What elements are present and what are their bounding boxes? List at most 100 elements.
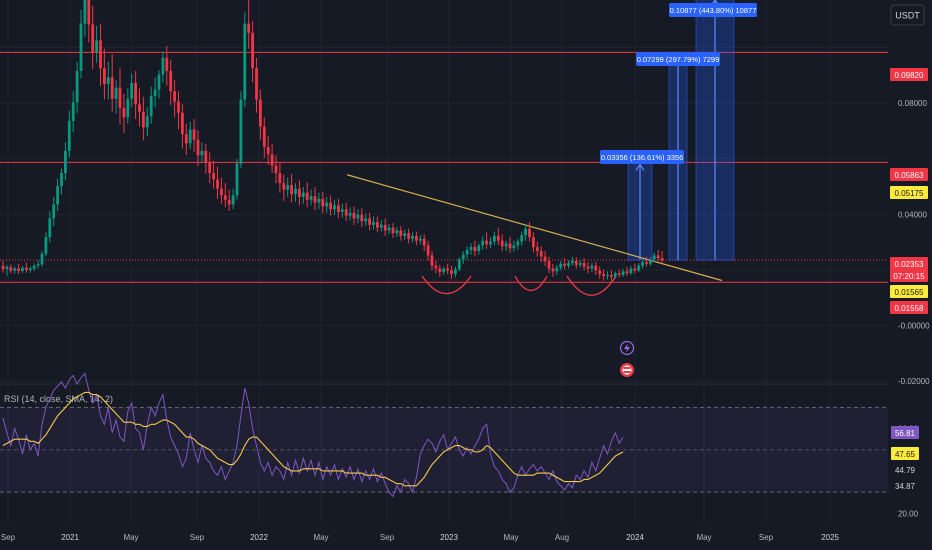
pattern-arc[interactable] (421, 275, 472, 295)
candle-body (212, 173, 215, 180)
target-arrow-head (635, 163, 645, 171)
candle-body (235, 163, 239, 196)
candle-body (516, 241, 520, 246)
candle-body (188, 129, 192, 144)
candle-body (251, 32, 254, 69)
candle-body (430, 255, 434, 266)
price-tag-box (890, 257, 928, 270)
candle-body (204, 150, 208, 163)
time-tick-label: Sep (380, 533, 395, 542)
candle-body (13, 268, 17, 271)
currency-button[interactable] (890, 4, 925, 26)
lightning-glyph (624, 343, 630, 353)
candle-body (153, 89, 157, 96)
candle-body (489, 241, 492, 245)
price-tag-box (890, 68, 928, 81)
candle-body (67, 121, 71, 151)
candle-body (450, 270, 453, 275)
candle-body (122, 107, 126, 118)
candle-body (594, 265, 598, 271)
target-label: 0.10877 (443.80%) 10877 (670, 6, 757, 15)
candle-body (192, 129, 196, 140)
candle-body (613, 273, 617, 277)
lightning-event-icon[interactable] (619, 340, 635, 356)
candle-body (395, 230, 399, 234)
candle-body (5, 267, 9, 270)
candle-body (496, 235, 500, 241)
candle-body (368, 218, 371, 225)
candle-body (286, 185, 290, 190)
candle-body (360, 214, 364, 222)
time-tick-label: Sep (190, 533, 205, 542)
time-tick-label: May (123, 533, 138, 542)
candle-body (337, 205, 340, 213)
candle-body (598, 270, 602, 275)
flag-event-icon[interactable] (620, 363, 634, 377)
price-tag-box (890, 168, 928, 181)
candle-body (200, 150, 204, 156)
candle-body (149, 96, 153, 117)
time-axis: Sep 2021 May Sep 2022 May Sep 2023 May Aug 2024 May… (0, 524, 932, 550)
grid-lines (0, 0, 932, 524)
rsi-tag-label: 44.79 (895, 466, 916, 475)
pattern-arc[interactable] (514, 275, 548, 292)
candle-body (629, 268, 633, 274)
candle-body (426, 245, 430, 256)
candle-body (25, 267, 28, 270)
candle-body (543, 256, 547, 262)
pattern-arc[interactable] (566, 275, 617, 296)
candle-body (181, 112, 184, 135)
candle-body (17, 268, 20, 272)
candle-body (555, 267, 559, 272)
candle-body (340, 209, 344, 213)
candle-body (64, 150, 67, 174)
candle-body (481, 240, 485, 246)
price-tag-box (890, 269, 928, 282)
candle-body (259, 99, 262, 127)
target-label-box (636, 52, 720, 66)
time-tick-label: May (696, 533, 711, 542)
candle-body (290, 185, 293, 195)
candle-body (75, 70, 79, 103)
time-tick-label: 2021 (61, 533, 79, 542)
price-tick-label: 0.08000 (898, 99, 927, 108)
candle-body (60, 173, 63, 187)
candle-body (454, 269, 457, 275)
rsi-tag-label: 56.81 (895, 429, 916, 438)
rsi-panel: RSI (14, close, SMA, 14, 2) (0, 394, 888, 493)
rsi-label: RSI (14, close, SMA, 14, 2) (4, 394, 113, 404)
candle-body (645, 262, 648, 264)
horizontal-levels (0, 51, 888, 283)
time-tick-label: 2023 (440, 533, 458, 542)
candle-body (418, 238, 422, 241)
price-axis: USDT0.080000.040000.02000-0.00000-0.0200… (888, 0, 932, 550)
candle-body (376, 222, 379, 228)
candle-body (617, 273, 621, 275)
candle-body (387, 227, 391, 231)
candle-body (138, 104, 141, 112)
candle-body (126, 98, 130, 118)
candle-body (602, 274, 605, 277)
candle-body (1, 265, 5, 270)
time-tick-label: Sep (1, 533, 16, 542)
candle-body (442, 268, 446, 273)
candle-body (278, 173, 282, 184)
candle-body (220, 188, 223, 196)
descending-trendline[interactable] (346, 174, 723, 282)
candle-body (551, 268, 555, 272)
candle-body (142, 111, 145, 128)
candle-body (621, 271, 625, 275)
candle-body (28, 268, 32, 270)
candle-body (567, 262, 570, 266)
time-tick-label: 2024 (626, 533, 644, 542)
candle-body (184, 134, 188, 144)
candle-body (465, 249, 469, 255)
candle-body (208, 162, 212, 174)
candle-body (309, 196, 313, 200)
rsi-tag-box (891, 426, 919, 439)
rsi-lines (2, 372, 624, 498)
price-tick-label: -0.02000 (898, 377, 930, 386)
candle-body (329, 202, 332, 210)
time-tick-label: Sep (759, 533, 774, 542)
